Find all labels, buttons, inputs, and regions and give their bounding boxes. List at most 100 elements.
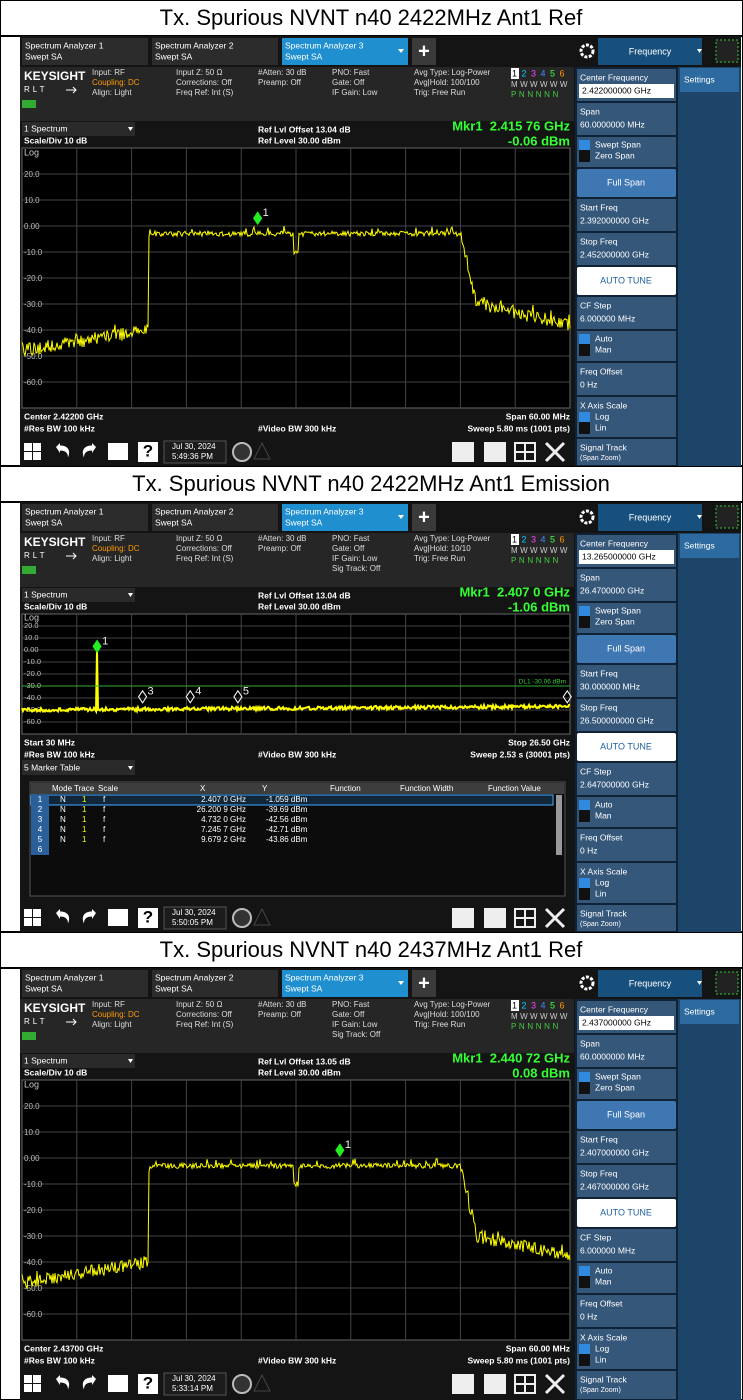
ref-level: Ref Level 30.00 dBm (258, 601, 341, 611)
keypad-icon[interactable] (452, 442, 474, 462)
folder-icon[interactable] (108, 909, 128, 926)
lxi-badge (22, 1032, 36, 1040)
start-icon[interactable] (24, 443, 32, 451)
table-cell: -39.69 dBm (266, 805, 308, 814)
side-value: 0 Hz (580, 379, 597, 389)
start-icon[interactable] (33, 1375, 41, 1383)
start-icon[interactable] (33, 909, 41, 917)
y-label: -60.0 (24, 1310, 43, 1319)
tab-name: Spectrum Analyzer 1 (25, 40, 104, 50)
table-cell: 1 (38, 795, 43, 804)
side-option: Swept Span (595, 605, 641, 615)
start-icon[interactable] (24, 452, 32, 460)
bottom-label: #Video BW 300 kHz (258, 749, 336, 759)
info-text: Avg Type: Log-Power (414, 1000, 491, 1009)
table-header: Function Width (400, 784, 453, 793)
table-cell: N (60, 825, 66, 834)
table-cell: N (60, 795, 66, 804)
trace-number: 6 (560, 534, 565, 544)
touch-icon[interactable] (484, 908, 506, 928)
start-icon[interactable] (33, 1384, 41, 1392)
y-label: -30.0 (24, 300, 43, 309)
side-button-text: AUTO TUNE (600, 1207, 652, 1217)
table-header: Function Value (488, 784, 541, 793)
info-text: Input: RF (92, 534, 125, 543)
side-option: Lin (595, 1354, 607, 1364)
start-icon[interactable] (33, 443, 41, 451)
touch-icon[interactable] (484, 1374, 506, 1394)
side-value: 2.647000000 GHz (580, 779, 649, 789)
table-header: Function (330, 784, 361, 793)
side-option: Zero Span (595, 150, 635, 160)
info-text: Coupling: DC (92, 1010, 140, 1019)
y-label: -30.0 (24, 1232, 43, 1241)
side-label: Stop Freq (580, 236, 618, 246)
side-option: Man (595, 810, 612, 820)
info-text: Trig: Free Run (414, 1020, 465, 1029)
touch-icon[interactable] (484, 442, 506, 462)
screenshots: Tx. Spurious NVNT n40 2422MHz Ant1 RefSp… (0, 0, 743, 1400)
status-icon[interactable] (716, 40, 738, 62)
side-note: (Span Zoom) (580, 455, 621, 462)
folder-icon[interactable] (108, 1375, 128, 1392)
timestamp: Jul 30, 2024 (172, 908, 216, 917)
message-icon[interactable] (233, 443, 251, 461)
start-icon[interactable] (24, 1384, 32, 1392)
option-selected (579, 800, 590, 810)
marker-freq: Mkr1 2.440 72 GHz (452, 1050, 570, 1065)
y-label: -40.0 (24, 693, 41, 702)
table-cell: 1 (82, 815, 87, 824)
table-cell: -42.56 dBm (266, 815, 308, 824)
y-label: -30.0 (24, 681, 41, 690)
keypad-icon[interactable] (452, 908, 474, 928)
trace-number: 4 (541, 68, 546, 78)
y-label: -20.0 (24, 274, 43, 283)
side-item[interactable] (577, 797, 676, 827)
side-label: Span (580, 1038, 600, 1048)
add-tab-text: + (418, 40, 430, 62)
table-header: X (200, 784, 206, 793)
start-icon[interactable] (24, 1375, 32, 1383)
side-item[interactable] (577, 1263, 676, 1293)
info-text: #Atten: 30 dB (258, 1000, 306, 1009)
settings-column (678, 67, 741, 466)
option-selected (579, 606, 590, 616)
side-value: 26.4700000 GHz (580, 585, 644, 595)
window-name: 1 Spectrum (24, 589, 67, 599)
side-item[interactable] (577, 331, 676, 361)
y-label: -60.0 (24, 717, 41, 726)
message-icon[interactable] (233, 909, 251, 927)
keypad-icon[interactable] (452, 1374, 474, 1394)
settings-tab-text: Settings (684, 540, 715, 550)
option-selected (579, 1266, 590, 1276)
message-icon[interactable] (233, 1375, 251, 1393)
side-value: 2.452000000 GHz (580, 249, 649, 259)
side-value: 30.000000 MHz (580, 681, 640, 691)
y-label: 0.00 (24, 645, 39, 654)
info-text: Gate: Off (332, 78, 365, 87)
table-cell: N (60, 815, 66, 824)
side-option: Auto (595, 333, 613, 343)
y-label: -40.0 (24, 1258, 43, 1267)
status-icon[interactable] (716, 972, 738, 994)
start-icon[interactable] (33, 918, 41, 926)
trace-number: 2 (522, 68, 527, 78)
status-icon[interactable] (716, 506, 738, 528)
timestamp: Jul 30, 2024 (172, 442, 216, 451)
info-text: Align: Light (92, 88, 132, 97)
start-icon[interactable] (24, 909, 32, 917)
side-label: X Axis Scale (580, 1332, 628, 1342)
start-icon[interactable] (33, 452, 41, 460)
side-label: Span (580, 572, 600, 582)
folder-icon[interactable] (108, 443, 128, 460)
y-label: -40.0 (24, 326, 43, 335)
table-cell: 7.245 7 GHz (201, 825, 246, 834)
start-icon[interactable] (24, 918, 32, 926)
menu-text: Frequency (629, 46, 672, 56)
side-value: 2.437000000 GHz (582, 1017, 651, 1027)
side-value: 2.422000000 GHz (582, 85, 651, 95)
info-text: Input Z: 50 Ω (176, 68, 222, 77)
tab-name: Spectrum Analyzer 3 (285, 40, 364, 50)
side-option: Zero Span (595, 1082, 635, 1092)
side-label: CF Step (580, 300, 611, 310)
